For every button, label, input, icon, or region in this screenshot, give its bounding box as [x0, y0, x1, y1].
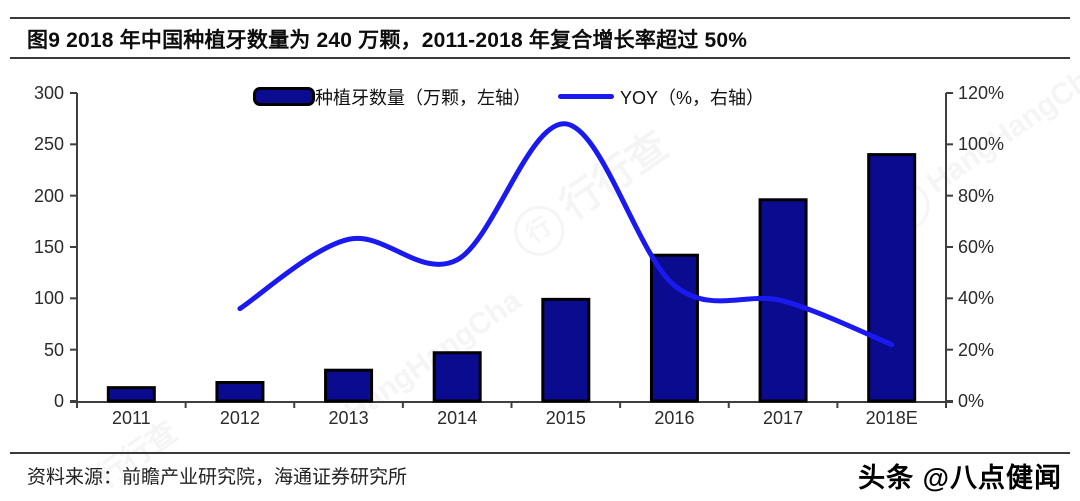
yoy-legend-label: YOY（%，右轴） — [620, 88, 765, 108]
left-axis-tick-0: 0 — [53, 391, 64, 411]
source-note: 资料来源：前瞻产业研究院，海通证券研究所 — [27, 467, 408, 488]
x-axis-label-2015: 2015 — [545, 408, 586, 428]
x-axis-label-2011: 2011 — [111, 408, 151, 428]
right-axis-tick-80%: 80% — [958, 185, 995, 206]
title-divider — [10, 57, 1070, 59]
yoy-line — [237, 121, 895, 348]
right-axis-tick-20%: 20% — [958, 339, 995, 360]
implants-legend-swatch — [253, 87, 315, 106]
x-axis-label-2013: 2013 — [328, 408, 369, 428]
left-axis-tick-100: 100 — [33, 288, 64, 309]
x-axis-label-2012: 2012 — [219, 408, 260, 428]
x-axis-label-2017: 2017 — [763, 408, 804, 428]
footer-divider — [10, 452, 1070, 454]
left-axis-tick-50: 50 — [43, 339, 64, 360]
right-axis-tick-60%: 60% — [958, 237, 995, 257]
left-axis-tick-300: 300 — [33, 83, 64, 103]
right-axis-tick-0%: 0% — [958, 391, 985, 411]
x-axis-label-2016: 2016 — [654, 408, 695, 428]
top-divider — [10, 17, 1070, 19]
implants-legend-label: 种植牙数量（万颗，左轴） — [315, 88, 531, 108]
toutiao-credit: 头条 @八点健闻 — [858, 463, 1062, 493]
left-axis-tick-200: 200 — [33, 185, 64, 206]
right-axis-tick-40%: 40% — [958, 288, 995, 309]
bar-2014 — [432, 351, 482, 403]
x-axis-label-2018E: 2018E — [865, 408, 918, 428]
bar-2016 — [649, 253, 699, 403]
bar-2018E — [867, 153, 917, 403]
figure-title: 图9 2018 年中国种植牙数量为 240 万颗，2011-2018 年复合增长… — [27, 29, 748, 52]
x-axis-label-2014: 2014 — [437, 408, 478, 428]
bar-2011 — [106, 386, 156, 403]
yoy-legend-swatch — [558, 94, 614, 99]
left-axis-tick-250: 250 — [33, 134, 64, 155]
right-axis-tick-100%: 100% — [958, 134, 1005, 155]
left-axis-tick-150: 150 — [33, 237, 64, 257]
right-axis-tick-120%: 120% — [958, 83, 1005, 103]
bar-2012 — [215, 381, 265, 403]
bar-2015 — [541, 297, 591, 403]
bar-2013 — [324, 368, 374, 403]
